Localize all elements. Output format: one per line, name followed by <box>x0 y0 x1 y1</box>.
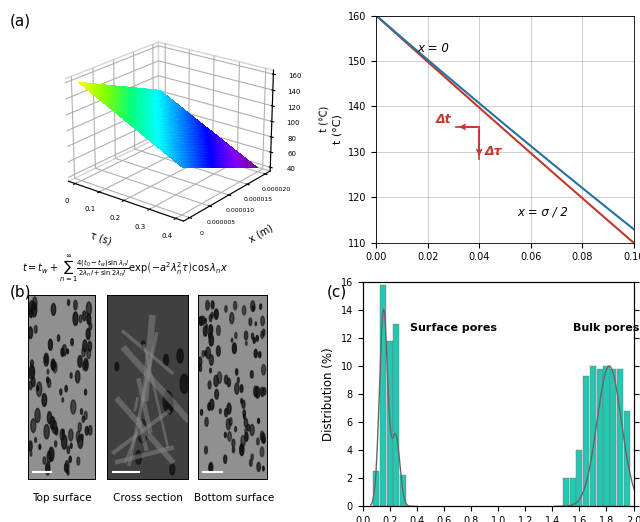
Bar <box>577 450 582 506</box>
Text: Surface pores: Surface pores <box>410 323 497 333</box>
X-axis label: τ (s): τ (s) <box>88 230 112 247</box>
Y-axis label: x (m): x (m) <box>248 222 275 244</box>
Bar <box>373 471 379 506</box>
Bar <box>394 324 399 506</box>
Y-axis label: Distribution (%): Distribution (%) <box>322 347 335 441</box>
Bar <box>590 366 596 506</box>
Bar <box>387 341 393 506</box>
Text: Top surface: Top surface <box>31 493 91 503</box>
Bar <box>400 476 406 506</box>
Text: Δt: Δt <box>435 113 451 126</box>
Text: Δτ: Δτ <box>484 145 502 158</box>
Bar <box>570 478 575 506</box>
Text: (a): (a) <box>10 13 31 28</box>
Text: x = 0: x = 0 <box>417 42 449 55</box>
Bar <box>563 478 569 506</box>
Bar <box>380 284 386 506</box>
Bar <box>596 369 603 506</box>
Text: Bulk pores: Bulk pores <box>573 323 639 333</box>
Bar <box>604 366 609 506</box>
Text: (c): (c) <box>326 284 347 300</box>
Bar <box>617 369 623 506</box>
Text: $t = t_w + \sum_{n=1}^{\infty}\frac{4(t_0-t_w)\sin\lambda_n l}{2\lambda_n l+\sin: $t = t_w + \sum_{n=1}^{\infty}\frac{4(t_… <box>22 254 228 285</box>
Bar <box>583 376 589 506</box>
Text: Cross section: Cross section <box>113 493 182 503</box>
Text: x = σ / 2: x = σ / 2 <box>518 206 569 219</box>
Text: Bottom surface: Bottom surface <box>194 493 274 503</box>
Bar <box>610 369 616 506</box>
Text: (b): (b) <box>10 284 31 300</box>
Bar <box>624 411 630 506</box>
Y-axis label: t (°C): t (°C) <box>332 114 342 144</box>
